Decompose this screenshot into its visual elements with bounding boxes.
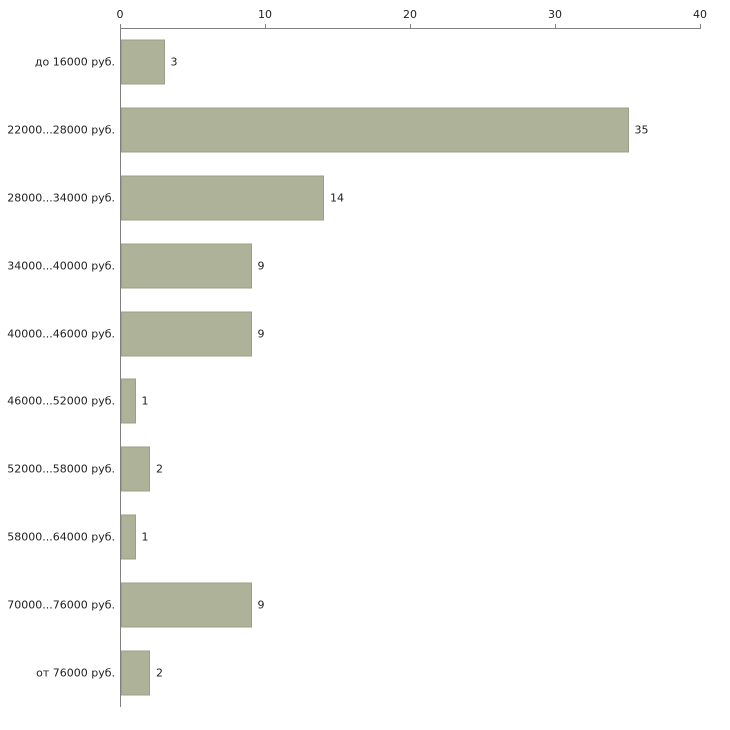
category-label: 28000...34000 руб.	[7, 191, 115, 205]
category-label: 58000...64000 руб.	[7, 530, 115, 544]
bar	[121, 243, 252, 289]
category-label: 46000...52000 руб.	[7, 394, 115, 408]
value-label: 1	[141, 394, 149, 408]
x-tick-mark	[555, 24, 556, 28]
category-label: до 16000 руб.	[34, 55, 115, 69]
x-axis-line	[120, 28, 701, 29]
category-label: 70000...76000 руб.	[7, 598, 115, 612]
x-tick-label: 10	[258, 8, 272, 21]
value-label: 9	[257, 259, 265, 273]
x-tick-mark	[410, 24, 411, 28]
bar	[121, 107, 629, 153]
bar	[121, 446, 150, 492]
bar	[121, 582, 252, 628]
bar	[121, 514, 136, 560]
value-label: 3	[170, 55, 178, 69]
value-label: 35	[634, 123, 649, 137]
bar	[121, 378, 136, 424]
y-axis-line	[120, 28, 121, 707]
bar	[121, 39, 165, 85]
x-tick-mark	[265, 24, 266, 28]
x-tick-mark	[120, 24, 121, 28]
value-label: 9	[257, 598, 265, 612]
value-label: 2	[156, 462, 163, 476]
category-label: 22000...28000 руб.	[7, 123, 115, 137]
category-label: от 76000 руб.	[36, 666, 115, 680]
value-label: 9	[257, 327, 265, 341]
x-tick-label: 0	[116, 8, 124, 21]
category-label: 40000...46000 руб.	[7, 327, 115, 341]
x-tick-label: 40	[693, 8, 707, 21]
x-tick-label: 30	[548, 8, 562, 21]
bar	[121, 311, 252, 357]
category-label: 52000...58000 руб.	[7, 462, 115, 476]
bar	[121, 650, 150, 696]
value-label: 1	[141, 530, 149, 544]
x-tick-label: 20	[403, 8, 417, 21]
bar	[121, 175, 324, 221]
category-label: 34000...40000 руб.	[7, 259, 115, 273]
x-tick-mark	[700, 24, 701, 28]
value-label: 14	[330, 191, 344, 205]
value-label: 2	[156, 666, 163, 680]
